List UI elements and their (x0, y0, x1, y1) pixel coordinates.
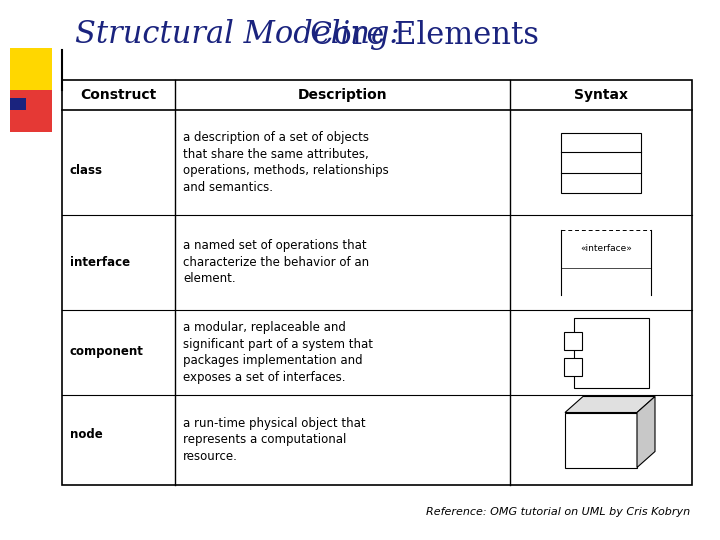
Bar (561, 132, 641, 192)
Bar (10, 48, 52, 90)
Bar (565, 413, 637, 468)
Text: node: node (70, 429, 103, 442)
Bar (10, 86, 52, 132)
Polygon shape (565, 396, 655, 413)
Text: «interface»: «interface» (580, 244, 632, 253)
Bar (10, 98, 26, 110)
Text: Description: Description (297, 88, 387, 102)
Bar (564, 332, 582, 349)
Text: Construct: Construct (81, 88, 157, 102)
Text: component: component (70, 346, 144, 359)
Text: a run-time physical object that
represents a computational
resource.: a run-time physical object that represen… (183, 417, 366, 463)
Bar (62, 80, 692, 485)
Text: Syntax: Syntax (574, 88, 628, 102)
Text: Core Elements: Core Elements (310, 19, 539, 51)
Text: a named set of operations that
characterize the behavior of an
element.: a named set of operations that character… (183, 240, 369, 286)
Text: class: class (70, 164, 103, 177)
Text: a description of a set of objects
that share the same attributes,
operations, me: a description of a set of objects that s… (183, 131, 389, 194)
Text: Structural Modeling:: Structural Modeling: (75, 19, 410, 51)
Text: interface: interface (70, 255, 130, 268)
Bar (574, 318, 649, 388)
Bar (564, 357, 582, 375)
Text: a modular, replaceable and
significant part of a system that
packages implementa: a modular, replaceable and significant p… (183, 321, 373, 384)
Polygon shape (637, 396, 655, 468)
Text: Reference: OMG tutorial on UML by Cris Kobryn: Reference: OMG tutorial on UML by Cris K… (426, 507, 690, 517)
